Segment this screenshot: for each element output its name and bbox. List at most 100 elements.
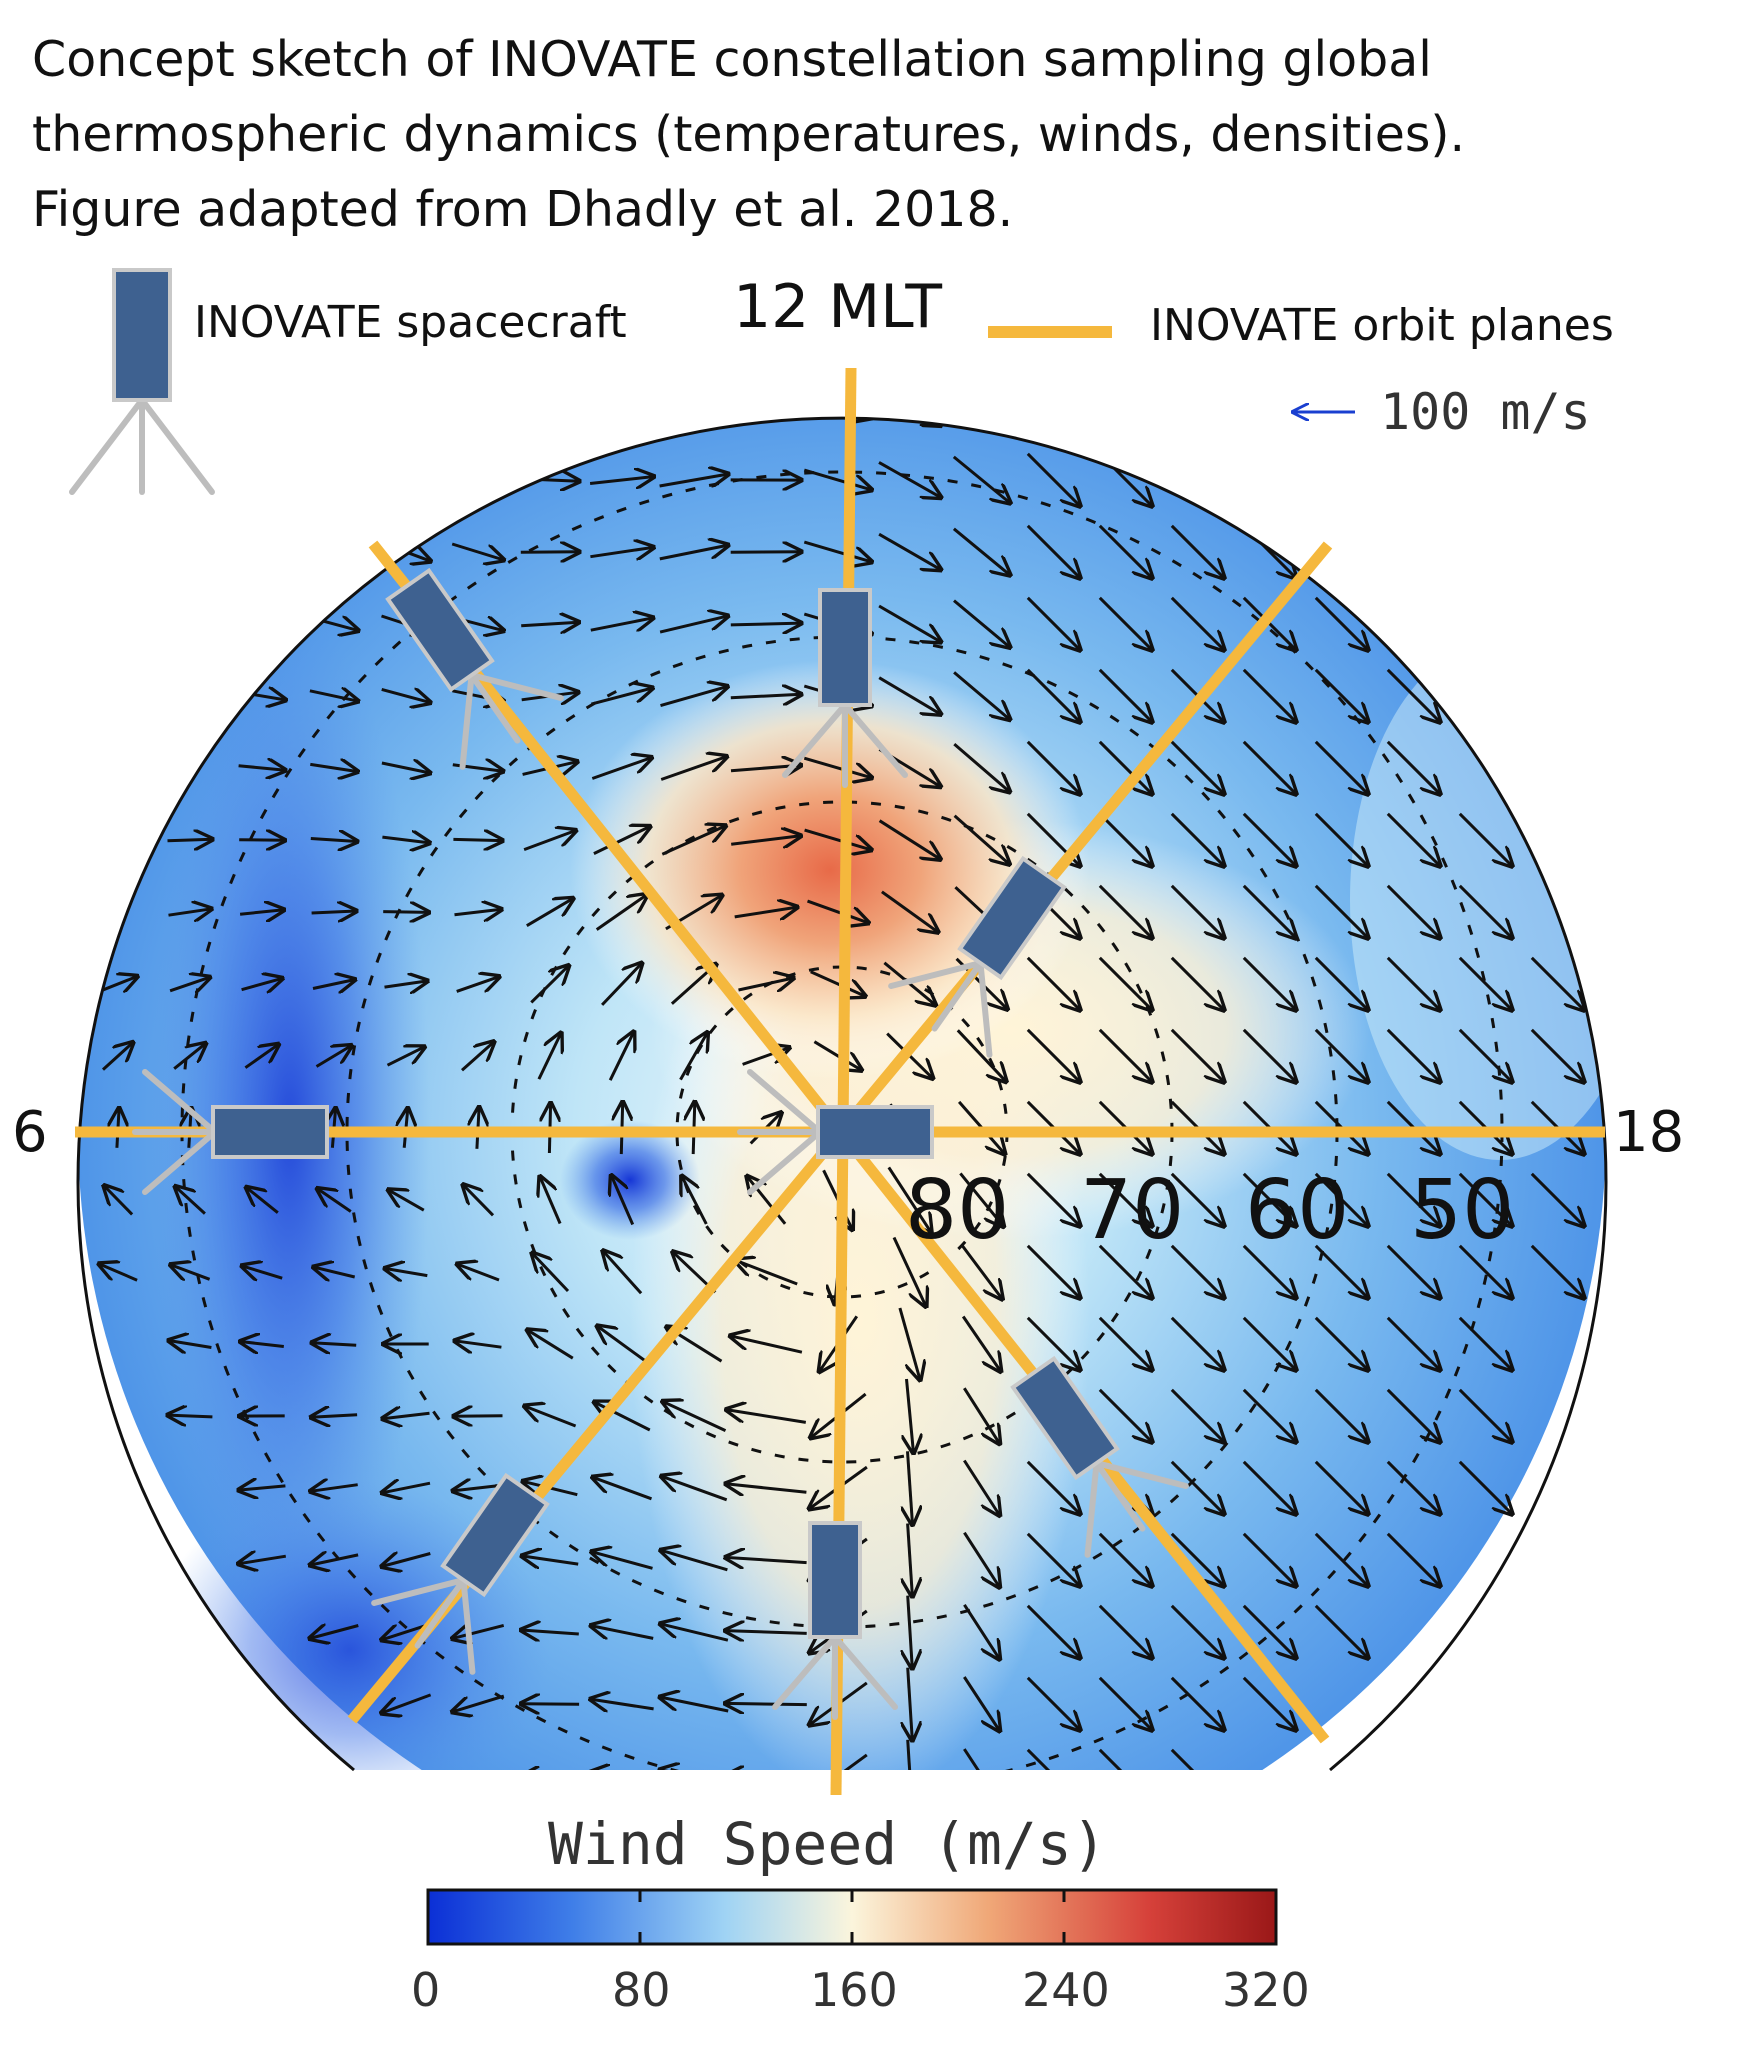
latitude-label-80: 80 xyxy=(905,1163,1010,1258)
wind-vector-arrow xyxy=(451,542,504,560)
wind-vector-arrow xyxy=(953,671,1010,719)
wind-vector-arrow xyxy=(1026,956,1080,1010)
wind-vector-arrow xyxy=(1458,1316,1512,1370)
wind-vector-arrow xyxy=(953,599,1010,648)
wind-vector-arrow xyxy=(804,398,871,418)
wind-vector-arrow xyxy=(1098,1388,1152,1442)
wind-vector-arrow xyxy=(608,1032,634,1081)
wind-vector-arrow xyxy=(1242,596,1296,650)
wind-vector-arrow xyxy=(803,468,871,490)
wind-vector-arrow xyxy=(463,1185,495,1217)
wind-vector-arrow xyxy=(1170,1172,1224,1226)
wind-vector-arrow xyxy=(594,1402,651,1432)
wind-vector-arrow xyxy=(908,1667,913,1741)
wind-vector-arrow xyxy=(1314,956,1368,1010)
wind-vector-arrow xyxy=(317,1189,352,1213)
wind-vector-arrow xyxy=(457,1264,500,1282)
wind-vector-arrow xyxy=(1386,668,1440,722)
wind-vector-arrow xyxy=(521,1630,579,1634)
wind-vector-arrow xyxy=(170,1265,211,1280)
wind-vector-arrow xyxy=(1026,1028,1080,1082)
wind-vector-arrow xyxy=(1314,1604,1368,1658)
wind-vector-arrow xyxy=(311,911,357,913)
wind-vector-arrow xyxy=(878,461,941,497)
wind-vector-arrow xyxy=(1026,740,1080,794)
legend-orbit-label: INOVATE orbit planes xyxy=(1150,300,1614,351)
wind-vector-arrow xyxy=(803,540,871,562)
colorbar-tick-80: 80 xyxy=(612,1963,671,2017)
colorbar-tick-240: 240 xyxy=(1022,1963,1110,2017)
wind-vector-arrow xyxy=(1098,524,1152,578)
wind-vector-arrow xyxy=(1026,668,1080,722)
spacecraft-icon[interactable] xyxy=(772,1521,898,1720)
wind-vector-arrow xyxy=(381,1693,432,1713)
wind-vector-arrow xyxy=(1242,1460,1296,1514)
wind-vector-arrow xyxy=(881,890,938,932)
wind-vector-arrow xyxy=(1242,1028,1296,1082)
wind-vector-arrow xyxy=(1170,524,1224,578)
spacecraft-icon[interactable] xyxy=(782,588,908,788)
wind-vector-arrow xyxy=(385,1268,428,1275)
wind-vector-arrow xyxy=(1170,884,1224,938)
wind-vector-arrow xyxy=(803,756,871,778)
wind-vector-arrow xyxy=(1026,1676,1080,1730)
spacecraft-icon[interactable] xyxy=(737,1069,934,1195)
wind-vector-arrow xyxy=(1458,1244,1512,1298)
wind-vector-arrow xyxy=(813,1040,861,1071)
wind-vector-arrow xyxy=(726,1484,807,1492)
wind-vector-arrow xyxy=(1026,1604,1080,1658)
wind-vector-arrow xyxy=(1386,1388,1440,1442)
wind-vector-arrow xyxy=(521,1775,580,1777)
wind-vector-arrow xyxy=(1242,812,1296,866)
wind-vector-arrow xyxy=(239,840,285,841)
wind-vector-arrow xyxy=(590,1699,654,1709)
wind-vector-arrow xyxy=(1314,1388,1368,1442)
wind-vector-arrow xyxy=(453,839,502,840)
wind-vector-arrow xyxy=(1170,1676,1224,1730)
wind-vector-arrow xyxy=(1386,1532,1440,1586)
wind-vector-arrow xyxy=(173,1043,206,1070)
wind-vector-arrow xyxy=(537,1033,561,1080)
wind-vector-arrow xyxy=(1458,812,1512,866)
wind-vector-arrow xyxy=(455,1341,502,1347)
wind-vector-arrow xyxy=(312,1343,357,1346)
wind-vector-arrow xyxy=(1386,956,1440,1010)
legend-spacecraft-label: INOVATE spacecraft xyxy=(194,297,627,348)
wind-vector-arrow xyxy=(1098,1028,1152,1082)
wind-vector-arrow xyxy=(527,1330,574,1360)
wind-vector-arrow xyxy=(526,898,573,927)
wind-vector-arrow xyxy=(1098,1316,1152,1370)
spacecraft-icon[interactable] xyxy=(132,1069,329,1195)
wind-vector-arrow xyxy=(310,764,357,771)
wind-vector-arrow xyxy=(659,616,728,634)
wind-vector-arrow xyxy=(590,547,653,556)
wind-vector-arrow xyxy=(1170,956,1224,1010)
wind-vector-arrow xyxy=(382,1554,431,1567)
wind-vector-arrow xyxy=(521,622,579,626)
spacecraft-icon[interactable] xyxy=(984,1339,1191,1563)
wind-vector-arrow xyxy=(1314,668,1368,722)
wind-vector-arrow xyxy=(1242,884,1296,938)
wind-vector-arrow xyxy=(1314,740,1368,794)
wind-vector-arrow xyxy=(603,1251,643,1295)
wind-vector-arrow xyxy=(725,1557,807,1562)
wind-vector-arrow xyxy=(381,689,431,702)
wind-vector-arrow xyxy=(242,1266,283,1278)
wind-vector-arrow xyxy=(806,899,869,923)
caption-line-3: Figure adapted from Dhadly et al. 2018. xyxy=(32,181,1014,238)
wind-vector-arrow xyxy=(963,1387,999,1444)
spacecraft-icon[interactable] xyxy=(885,839,1092,1063)
latitude-label-60: 60 xyxy=(1245,1163,1350,1258)
wind-vector-arrow xyxy=(1098,1748,1154,1770)
spacecraft-icon[interactable] xyxy=(359,551,566,775)
wind-vector-arrow xyxy=(878,676,941,715)
wind-vector-arrow xyxy=(315,1046,352,1068)
wind-vector-arrow xyxy=(1314,1172,1368,1226)
wind-vector-arrow xyxy=(601,963,642,1006)
wind-vector-arrow xyxy=(878,532,941,570)
wind-vector-arrow xyxy=(1026,1748,1082,1770)
wind-vector-arrow xyxy=(521,1704,580,1705)
spacecraft-icon[interactable] xyxy=(368,1456,575,1680)
latitude-label-70: 70 xyxy=(1080,1163,1185,1258)
